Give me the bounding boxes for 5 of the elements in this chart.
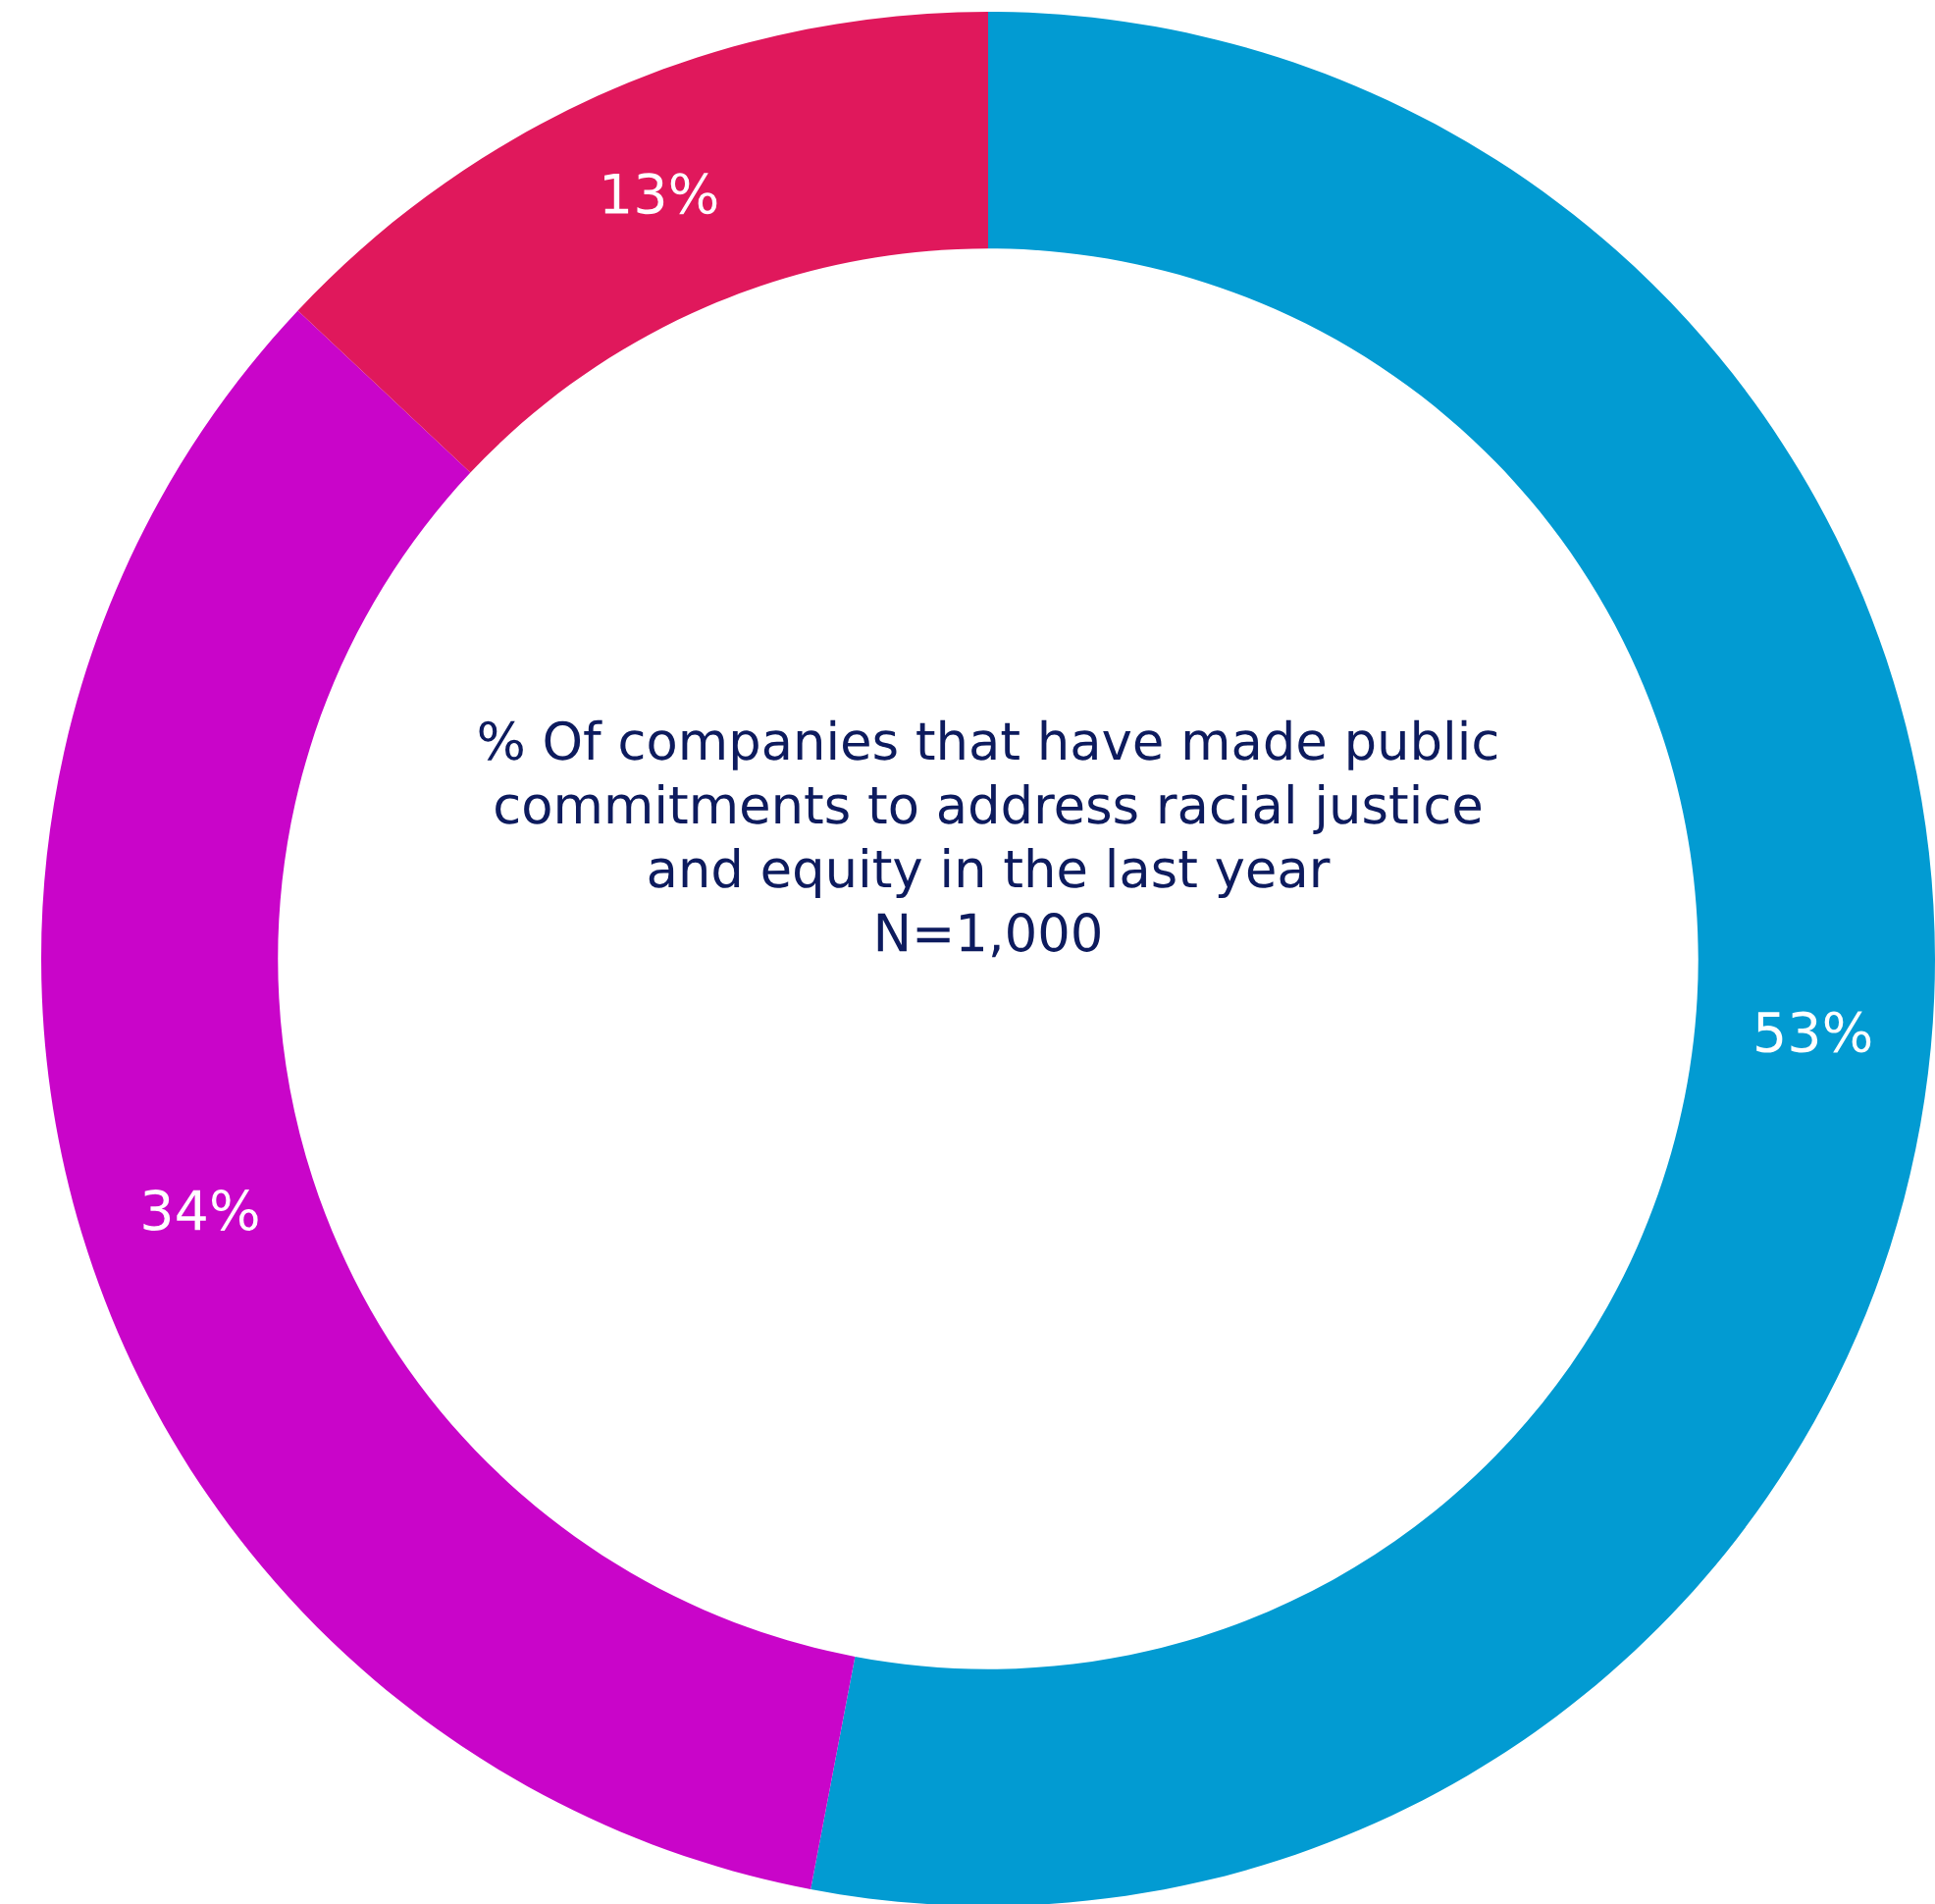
data-label: 53%: [1756, 1011, 1871, 1053]
donut-slice: [297, 12, 988, 473]
data-label: 13%: [604, 173, 717, 215]
text: % Of companies that have made public commitments to address racial justice and equity in the last year N=1,000: [479, 719, 1497, 958]
data-label: 34%: [143, 1190, 258, 1232]
